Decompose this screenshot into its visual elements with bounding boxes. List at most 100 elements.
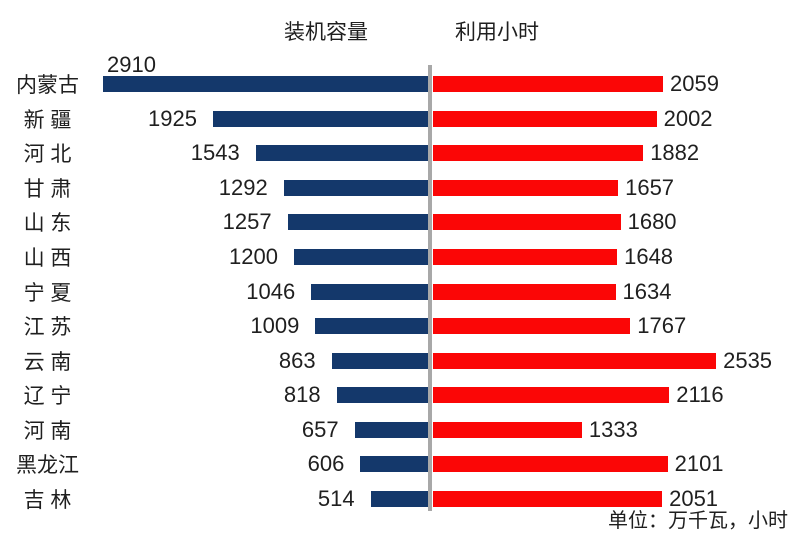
capacity-panel: 1292 <box>95 175 428 201</box>
capacity-panel: 657 <box>95 417 428 443</box>
capacity-bar <box>331 352 428 369</box>
chart-row: 山 东 1257 1680 <box>0 205 794 240</box>
category-label: 吉 林 <box>23 488 72 512</box>
chart-row: 江 苏 1009 1767 <box>0 309 794 344</box>
hours-value-label: 1882 <box>650 140 700 166</box>
category-label: 山 东 <box>23 212 72 236</box>
hours-bar <box>433 318 631 335</box>
hours-bar <box>433 179 619 196</box>
category-label: 新 疆 <box>23 108 72 132</box>
hours-value-label: 1333 <box>588 416 638 442</box>
category-label: 河 北 <box>23 143 72 167</box>
capacity-value-label: 818 <box>283 382 321 408</box>
hours-bar <box>433 421 582 438</box>
capacity-bar <box>103 76 428 93</box>
hours-value-label: 2059 <box>670 71 719 97</box>
category-label: 辽 宁 <box>23 385 72 409</box>
hours-bar <box>433 490 663 507</box>
category-label: 甘 肃 <box>23 177 72 201</box>
unit-note: 单位：万千瓦，小时 <box>608 510 788 532</box>
hours-bar <box>433 110 657 127</box>
hours-panel: 1648 <box>433 244 794 270</box>
series-title-capacity: 装机容量 <box>284 21 368 44</box>
chart-row: 甘 肃 1292 1657 <box>0 171 794 206</box>
hours-panel: 2535 <box>433 348 794 374</box>
capacity-value-label: 1200 <box>229 244 278 269</box>
chart-rows: 内蒙古 2910 2059 新 疆 1925 2002 河 北 1543 1882 甘 肃 1292… <box>0 52 794 517</box>
hours-panel: 2051 <box>433 486 794 512</box>
capacity-bar <box>370 490 428 507</box>
capacity-bar <box>294 249 428 265</box>
capacity-value-label: 2910 <box>107 52 156 78</box>
hours-panel: 1333 <box>433 417 794 443</box>
capacity-value-label: 1292 <box>218 174 268 200</box>
capacity-value-label: 1257 <box>222 209 272 235</box>
capacity-value-label: 514 <box>317 485 355 511</box>
hours-value-label: 1680 <box>627 209 677 235</box>
chart-row: 河 北 1543 1882 <box>0 136 794 171</box>
capacity-bar <box>311 283 428 300</box>
hours-value-label: 1634 <box>622 278 672 304</box>
chart-row: 辽 宁 818 2116 <box>0 378 794 413</box>
capacity-panel: 1925 <box>95 106 428 132</box>
capacity-bar <box>283 179 428 196</box>
hours-value-label: 2116 <box>676 382 724 408</box>
chart-row: 河 南 657 1333 <box>0 412 794 447</box>
capacity-bar <box>213 110 428 127</box>
chart-row: 黑龙江 606 2101 <box>0 447 794 482</box>
category-label: 黑龙江 <box>16 454 79 478</box>
capacity-panel: 818 <box>95 382 428 408</box>
capacity-bar <box>287 214 428 231</box>
series-title-hours: 利用小时 <box>455 21 539 44</box>
hours-bar <box>433 283 616 300</box>
hours-panel: 1657 <box>433 175 794 201</box>
category-label: 河 南 <box>23 419 72 443</box>
hours-panel: 2101 <box>433 451 794 477</box>
capacity-value-label: 1543 <box>190 140 240 166</box>
capacity-value-label: 1046 <box>246 278 296 304</box>
capacity-value-label: 606 <box>307 451 345 477</box>
hours-value-label: 2002 <box>663 105 713 131</box>
hours-value-label: 1657 <box>625 174 675 200</box>
hours-bar <box>433 76 663 93</box>
hours-bar <box>433 249 618 265</box>
capacity-panel: 1257 <box>95 209 428 235</box>
capacity-bar <box>360 456 428 473</box>
hours-panel: 2002 <box>433 106 794 132</box>
capacity-panel: 1200 <box>95 244 428 270</box>
category-label: 山 西 <box>23 247 72 270</box>
category-label: 云 南 <box>23 350 72 374</box>
capacity-bar <box>315 318 428 335</box>
chart-row: 宁 夏 1046 1634 <box>0 274 794 309</box>
capacity-panel: 2910 <box>95 52 428 93</box>
capacity-value-label: 1925 <box>148 105 197 131</box>
capacity-value-label: 657 <box>301 416 339 442</box>
capacity-panel: 606 <box>95 451 428 477</box>
hours-bar <box>433 456 668 473</box>
capacity-value-label: 863 <box>278 347 316 373</box>
hours-bar <box>433 214 621 231</box>
chart-row: 新 疆 1925 2002 <box>0 102 794 137</box>
hours-value-label: 2535 <box>723 347 773 373</box>
hours-bar <box>433 145 644 162</box>
hours-panel: 1767 <box>433 313 794 339</box>
hours-panel: 1680 <box>433 209 794 235</box>
hours-value-label: 1767 <box>637 313 687 339</box>
capacity-bar <box>255 145 428 162</box>
chart-row: 内蒙古 2910 2059 <box>0 52 794 102</box>
capacity-bar <box>336 387 428 404</box>
capacity-value-label: 1009 <box>250 313 300 339</box>
hours-panel: 2116 <box>433 382 794 408</box>
hours-panel: 1882 <box>433 140 794 166</box>
hours-value-label: 2101 <box>674 451 724 477</box>
hours-value-label: 2051 <box>669 485 719 511</box>
chart-row: 云 南 863 2535 <box>0 343 794 378</box>
chart-row: 吉 林 514 2051 <box>0 482 794 517</box>
capacity-panel: 1543 <box>95 140 428 166</box>
hours-value-label: 1648 <box>624 244 674 269</box>
capacity-panel: 863 <box>95 348 428 374</box>
category-label: 宁 夏 <box>23 281 72 305</box>
hours-bar <box>433 352 717 369</box>
chart-row: 山 西 1200 1648 <box>0 240 794 275</box>
category-label: 内蒙古 <box>16 74 79 98</box>
